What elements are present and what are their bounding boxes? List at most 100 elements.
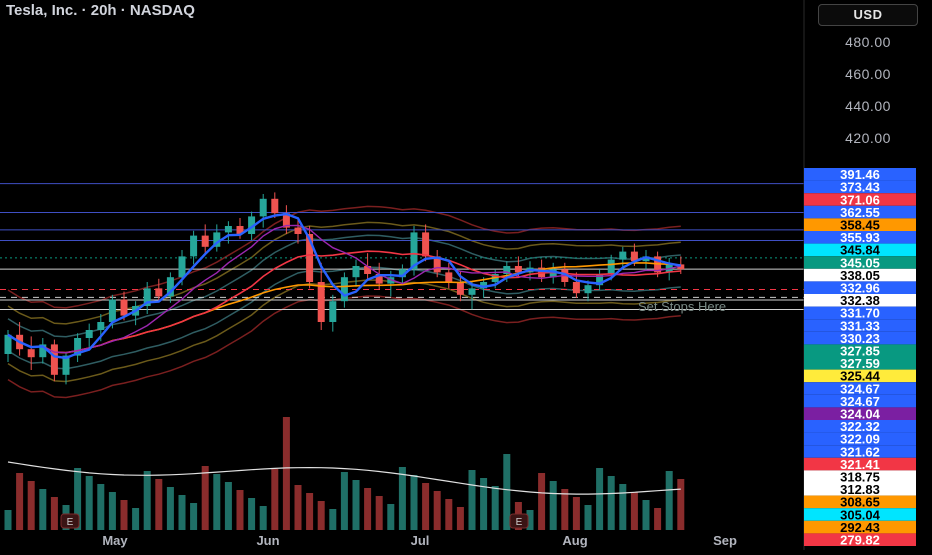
price-label-text: 292.43 bbox=[840, 520, 880, 535]
candle-body bbox=[236, 226, 244, 234]
candle-body bbox=[317, 282, 325, 322]
price-label-text: 371.06 bbox=[840, 192, 880, 207]
candle-body bbox=[120, 299, 128, 316]
volume-bar bbox=[364, 488, 372, 530]
volume-bar bbox=[607, 476, 615, 530]
price-label-text: 312.83 bbox=[840, 482, 880, 497]
price-label-tag bbox=[804, 394, 916, 408]
volume-bar bbox=[236, 490, 244, 530]
candle-body bbox=[572, 282, 580, 294]
price-label-text: 331.33 bbox=[840, 318, 880, 333]
time-tick-label: May bbox=[102, 533, 128, 548]
candle-body bbox=[259, 198, 267, 217]
price-label-tag bbox=[804, 331, 916, 345]
candle-body bbox=[224, 226, 232, 233]
volume-bar bbox=[259, 506, 267, 530]
candle-body bbox=[50, 344, 58, 375]
chart-annotation: Set Stops Here bbox=[638, 299, 726, 314]
price-label-text: 279.82 bbox=[840, 533, 880, 548]
volume-bar bbox=[16, 473, 24, 530]
volume-bar bbox=[677, 479, 685, 530]
price-tick-label: 480.00 bbox=[845, 34, 891, 50]
volume-bar bbox=[642, 500, 650, 530]
candle-body bbox=[352, 266, 360, 278]
price-label-tag bbox=[804, 483, 916, 496]
volume-bar bbox=[445, 499, 453, 530]
volume-bar bbox=[665, 471, 673, 530]
price-label-text: 327.59 bbox=[840, 356, 880, 371]
volume-bar bbox=[201, 466, 209, 530]
volume-bar bbox=[387, 504, 395, 530]
price-label-tag bbox=[804, 382, 916, 395]
earnings-marker bbox=[509, 513, 529, 529]
price-label-tag bbox=[804, 420, 916, 433]
candle-body bbox=[306, 234, 314, 282]
currency-button[interactable]: USD bbox=[818, 4, 918, 26]
horizontal-levels bbox=[0, 183, 804, 310]
candle-body bbox=[410, 232, 418, 270]
candle-body bbox=[445, 272, 453, 282]
volume-bar bbox=[306, 493, 314, 530]
candle-body bbox=[155, 288, 163, 297]
envelope-band-line bbox=[7, 205, 681, 309]
candle-body bbox=[97, 322, 105, 330]
price-label-tag bbox=[804, 180, 916, 194]
price-label-text: 322.32 bbox=[840, 419, 880, 434]
volume-bar bbox=[503, 454, 511, 530]
candle-body bbox=[74, 338, 82, 356]
price-label-tag bbox=[804, 508, 916, 521]
candle-body bbox=[85, 330, 93, 338]
price-label-text: 324.04 bbox=[840, 407, 881, 422]
candle-body bbox=[607, 259, 615, 274]
candle-body bbox=[433, 256, 441, 273]
volume-bar bbox=[85, 476, 93, 530]
price-labels: 391.46373.43371.06362.55358.45355.93345.… bbox=[804, 167, 916, 548]
candle-body bbox=[271, 198, 279, 214]
price-label-tag bbox=[804, 294, 916, 307]
candle-body bbox=[422, 232, 430, 257]
volume-bar bbox=[27, 481, 35, 530]
price-tick-label: 460.00 bbox=[845, 66, 891, 82]
price-label-tag bbox=[804, 495, 916, 509]
volume-bar bbox=[97, 484, 105, 530]
volume-average-line bbox=[7, 461, 681, 495]
price-label-text: 332.38 bbox=[840, 293, 880, 308]
price-label-text: 327.85 bbox=[840, 344, 880, 359]
candle-body bbox=[62, 355, 70, 375]
price-label-text: 324.67 bbox=[840, 381, 880, 396]
volume-bar bbox=[294, 485, 302, 530]
volume-bar bbox=[190, 503, 198, 530]
price-label-text: 362.55 bbox=[840, 205, 880, 220]
candle-body bbox=[398, 269, 406, 278]
volume-bar bbox=[491, 486, 499, 530]
price-label-text: 305.04 bbox=[840, 507, 881, 522]
candle-body bbox=[584, 285, 592, 294]
volume-bar bbox=[549, 481, 557, 530]
price-label-tag bbox=[804, 168, 916, 181]
volume-bar bbox=[155, 479, 163, 530]
volume-bar bbox=[120, 500, 128, 530]
moving-averages bbox=[7, 212, 682, 360]
time-tick-label: Jun bbox=[256, 533, 279, 548]
volume-bar bbox=[329, 509, 337, 530]
price-label-tag bbox=[804, 470, 916, 483]
moving-average-line bbox=[7, 212, 682, 360]
time-axis: May Jun Jul Aug Sep bbox=[102, 533, 737, 548]
candle-body bbox=[213, 232, 221, 247]
price-label-tag bbox=[804, 344, 916, 357]
candle-body bbox=[375, 274, 383, 284]
candle-body bbox=[166, 277, 174, 297]
candle-body bbox=[596, 274, 604, 286]
price-label-tag bbox=[804, 369, 916, 383]
price-label-tag bbox=[804, 281, 916, 294]
envelope-band-line bbox=[7, 234, 681, 338]
candle-body bbox=[27, 349, 35, 358]
price-label-tag bbox=[804, 407, 916, 420]
candle-body bbox=[642, 256, 650, 262]
candle-body bbox=[178, 256, 186, 278]
price-label-text: 345.84 bbox=[840, 243, 881, 258]
price-label-tag bbox=[804, 218, 916, 231]
candle-body bbox=[364, 266, 372, 274]
